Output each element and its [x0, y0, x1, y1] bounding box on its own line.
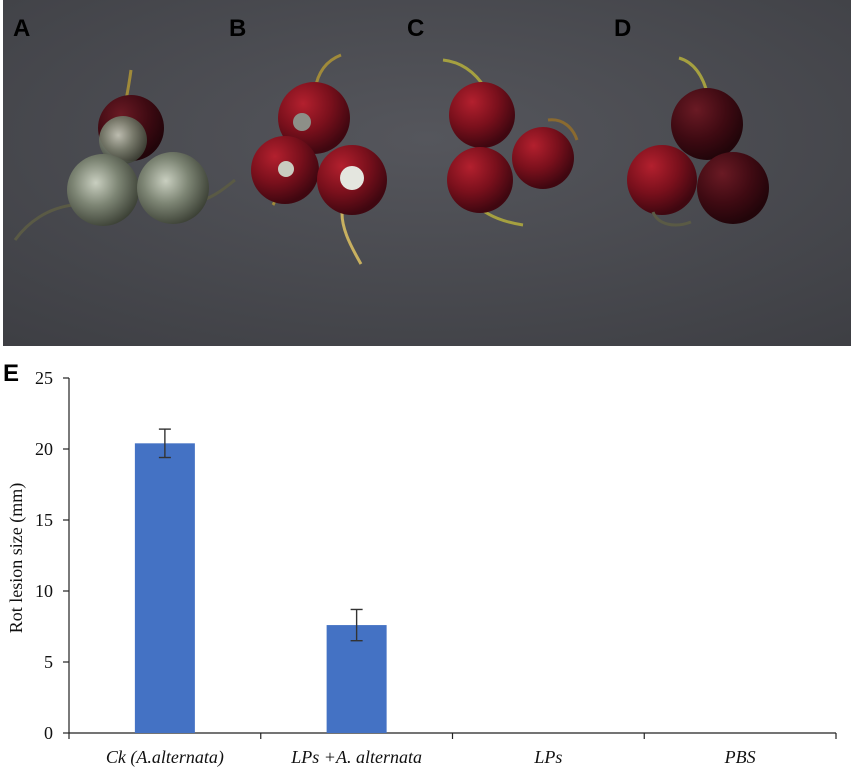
y-tick-label: 25	[35, 368, 53, 388]
panel-label-e: E	[3, 360, 19, 387]
x-category-label: Ck (A.alternata)	[106, 747, 224, 768]
cherry-photo-panel: A B C D	[3, 0, 851, 346]
x-category-label: PBS	[724, 747, 756, 767]
x-category-label: LPs +A. alternata	[290, 747, 422, 767]
y-axis-label: Rot lesion size (mm)	[6, 483, 27, 633]
cherry-group-d	[627, 56, 769, 227]
y-tick-label: 5	[44, 652, 53, 672]
y-tick-label: 0	[44, 723, 53, 743]
rot-lesion-bar-chart: E Rot lesion size (mm) 0 5 10 15 20 25 Ck (A.a…	[3, 360, 837, 768]
y-tick-label: 15	[35, 510, 53, 530]
plot-area: 0 5 10 15 20 25 Ck (A.alternata) LPs +A. altern…	[35, 368, 837, 768]
panel-label-d: D	[614, 15, 631, 42]
panel-label-c: C	[407, 15, 424, 42]
y-tick-label: 10	[35, 581, 53, 601]
panel-label-a: A	[13, 15, 30, 42]
x-category-label: LPs	[533, 747, 562, 767]
cherry-group-c	[442, 58, 579, 227]
bar	[326, 625, 387, 733]
y-tick-label: 20	[35, 439, 53, 459]
panel-label-b: B	[229, 15, 246, 42]
cherry-group-b	[251, 53, 387, 265]
cherry-group-a	[13, 69, 236, 241]
bar	[134, 443, 195, 733]
